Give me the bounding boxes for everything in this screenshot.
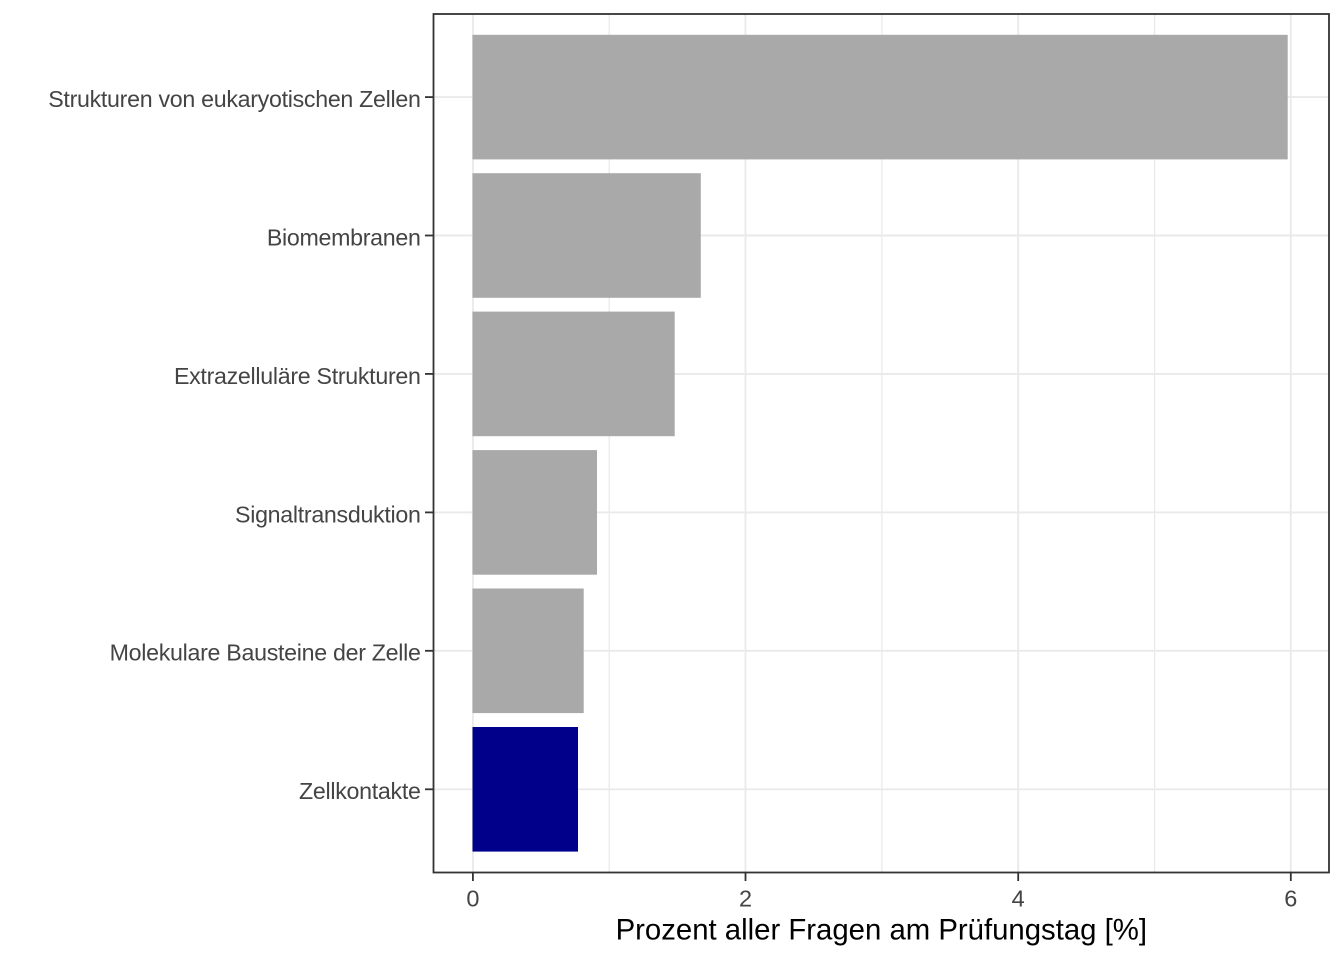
svg-text:Extrazelluläre Strukturen: Extrazelluläre Strukturen bbox=[174, 363, 421, 389]
svg-text:Strukturen von eukaryotischen: Strukturen von eukaryotischen Zellen bbox=[48, 86, 420, 112]
svg-text:Molekulare Bausteine der Zelle: Molekulare Bausteine der Zelle bbox=[110, 640, 421, 666]
svg-text:2: 2 bbox=[739, 885, 752, 911]
svg-text:6: 6 bbox=[1284, 885, 1297, 911]
svg-text:Biomembranen: Biomembranen bbox=[267, 224, 421, 250]
svg-text:4: 4 bbox=[1012, 885, 1025, 911]
svg-text:Zellkontakte: Zellkontakte bbox=[299, 778, 421, 804]
svg-text:Prozent aller Fragen am Prüfun: Prozent aller Fragen am Prüfungstag [%] bbox=[616, 914, 1147, 947]
svg-text:Signaltransduktion: Signaltransduktion bbox=[235, 501, 421, 527]
svg-text:0: 0 bbox=[466, 885, 479, 911]
